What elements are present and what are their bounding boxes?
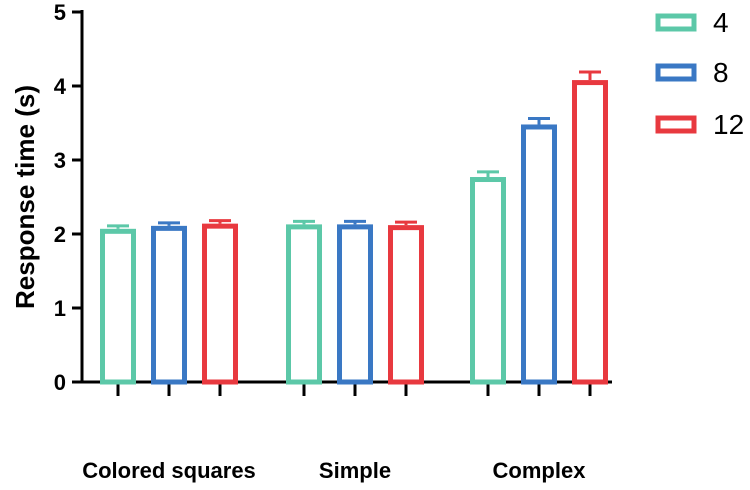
y-tick-label: 0 <box>54 370 66 395</box>
legend-label: 8 <box>713 57 729 88</box>
category-labels: Colored squares Simple Complex <box>82 458 586 483</box>
legend: 4 8 12 <box>655 7 744 140</box>
y-tick-label: 3 <box>54 148 66 173</box>
category-label: Simple <box>319 458 391 483</box>
legend-swatch <box>655 63 697 82</box>
category-label: Colored squares <box>82 458 256 483</box>
bar <box>337 224 373 385</box>
y-ticks: 0 1 2 3 4 5 <box>54 0 82 395</box>
legend-swatch <box>655 13 697 32</box>
legend-label: 12 <box>713 109 744 140</box>
legend-swatch <box>655 115 697 134</box>
y-tick-label: 1 <box>54 296 66 321</box>
bar <box>388 225 424 385</box>
bar <box>521 124 557 385</box>
bar <box>286 224 322 385</box>
bar <box>100 228 136 385</box>
bar <box>151 225 187 385</box>
bar <box>202 223 238 385</box>
y-tick-label: 4 <box>54 74 67 99</box>
bar <box>470 177 506 385</box>
y-axis-title: Response time (s) <box>10 85 40 309</box>
y-tick-label: 5 <box>54 0 66 25</box>
bars <box>100 70 608 385</box>
legend-label: 4 <box>713 7 729 38</box>
y-tick-label: 2 <box>54 222 66 247</box>
category-label: Complex <box>493 458 587 483</box>
bar <box>572 80 608 385</box>
